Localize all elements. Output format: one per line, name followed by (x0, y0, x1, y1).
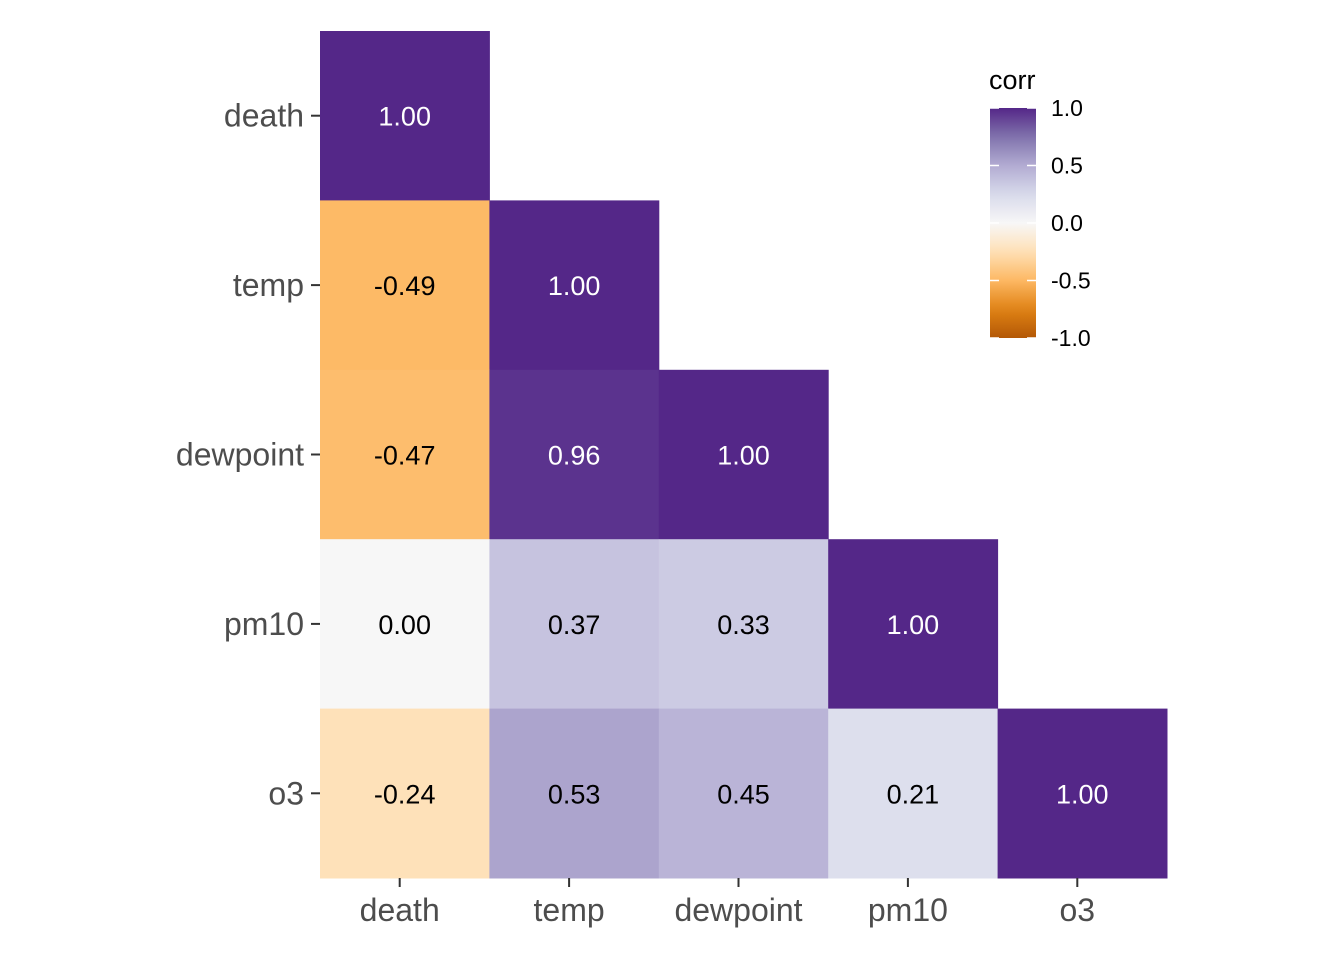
heatmap-cell-pm10-death (320, 539, 490, 710)
heatmap-cell-dewpoint-temp (489, 369, 660, 540)
cell-value-label-temp-death: -0.49 (374, 271, 436, 301)
legend-ticks: 1.0 0.5 0.0 -0.5 -1.0 (990, 95, 1091, 351)
cell-value-label-o3-o3: 1.00 (1056, 779, 1109, 809)
legend-tick-label: -0.5 (1051, 268, 1091, 294)
heatmap-cell-temp-death (320, 200, 490, 371)
cell-value-label-death-death: 1.00 (378, 102, 431, 132)
cell-value-label-dewpoint-death: -0.47 (374, 441, 436, 471)
legend: corr 1.0 0.5 0.0 -0.5 -1.0 (989, 65, 1091, 351)
cell-value-label-dewpoint-dewpoint: 1.00 (717, 441, 770, 471)
heatmap-cell-pm10-temp (489, 539, 660, 710)
x-tick-label-dewpoint: dewpoint (674, 892, 802, 928)
y-tick-label-temp: temp (233, 267, 304, 303)
legend-tick-label: 1.0 (1051, 95, 1083, 121)
cell-value-label-dewpoint-temp: 0.96 (548, 441, 601, 471)
heatmap-cell-temp-temp (489, 200, 660, 371)
heatmap-cell-o3-pm10 (828, 708, 999, 879)
legend-tick-label: 0.5 (1051, 153, 1083, 179)
cell-value-label-o3-dewpoint: 0.45 (717, 779, 770, 809)
y-tick-label-death: death (224, 98, 304, 134)
cell-value-label-o3-pm10: 0.21 (887, 779, 940, 809)
heatmap-cell-o3-death (320, 708, 490, 879)
cell-value-label-pm10-pm10: 1.00 (887, 610, 940, 640)
y-tick-label-o3: o3 (268, 775, 304, 811)
heatmap-cell-labels: 1.00 -0.49 1.00 -0.47 0.96 1.00 0.00 0.37 0.33 1.… (374, 102, 1109, 810)
x-tick-label-o3: o3 (1060, 892, 1096, 928)
y-tick-label-dewpoint: dewpoint (176, 437, 304, 473)
cell-value-label-pm10-temp: 0.37 (548, 610, 601, 640)
y-axis: death temp dewpoint pm10 o3 (176, 98, 320, 811)
cell-value-label-o3-death: -0.24 (374, 779, 436, 809)
x-axis: death temp dewpoint pm10 o3 (360, 878, 1095, 928)
cell-value-label-pm10-death: 0.00 (378, 610, 431, 640)
heatmap-cell-o3-dewpoint (658, 708, 829, 879)
y-tick-label-pm10: pm10 (224, 606, 304, 642)
heatmap-cells (320, 31, 1168, 879)
heatmap-cell-death-death (320, 31, 490, 201)
legend-tick-label: 0.0 (1051, 210, 1083, 236)
cell-value-label-o3-temp: 0.53 (548, 779, 601, 809)
heatmap-cell-dewpoint-dewpoint (658, 369, 829, 540)
heatmap-cell-o3-o3 (997, 708, 1168, 879)
heatmap-cell-dewpoint-death (320, 369, 490, 540)
cell-value-label-temp-temp: 1.00 (548, 271, 601, 301)
legend-title: corr (989, 65, 1036, 95)
heatmap-cell-o3-temp (489, 708, 660, 879)
heatmap-cell-pm10-pm10 (828, 539, 999, 710)
legend-tick-label: -1.0 (1051, 325, 1091, 351)
heatmap-cell-pm10-dewpoint (658, 539, 829, 710)
x-tick-label-death: death (360, 892, 440, 928)
x-tick-label-pm10: pm10 (868, 892, 948, 928)
x-tick-label-temp: temp (534, 892, 605, 928)
cell-value-label-pm10-dewpoint: 0.33 (717, 610, 770, 640)
